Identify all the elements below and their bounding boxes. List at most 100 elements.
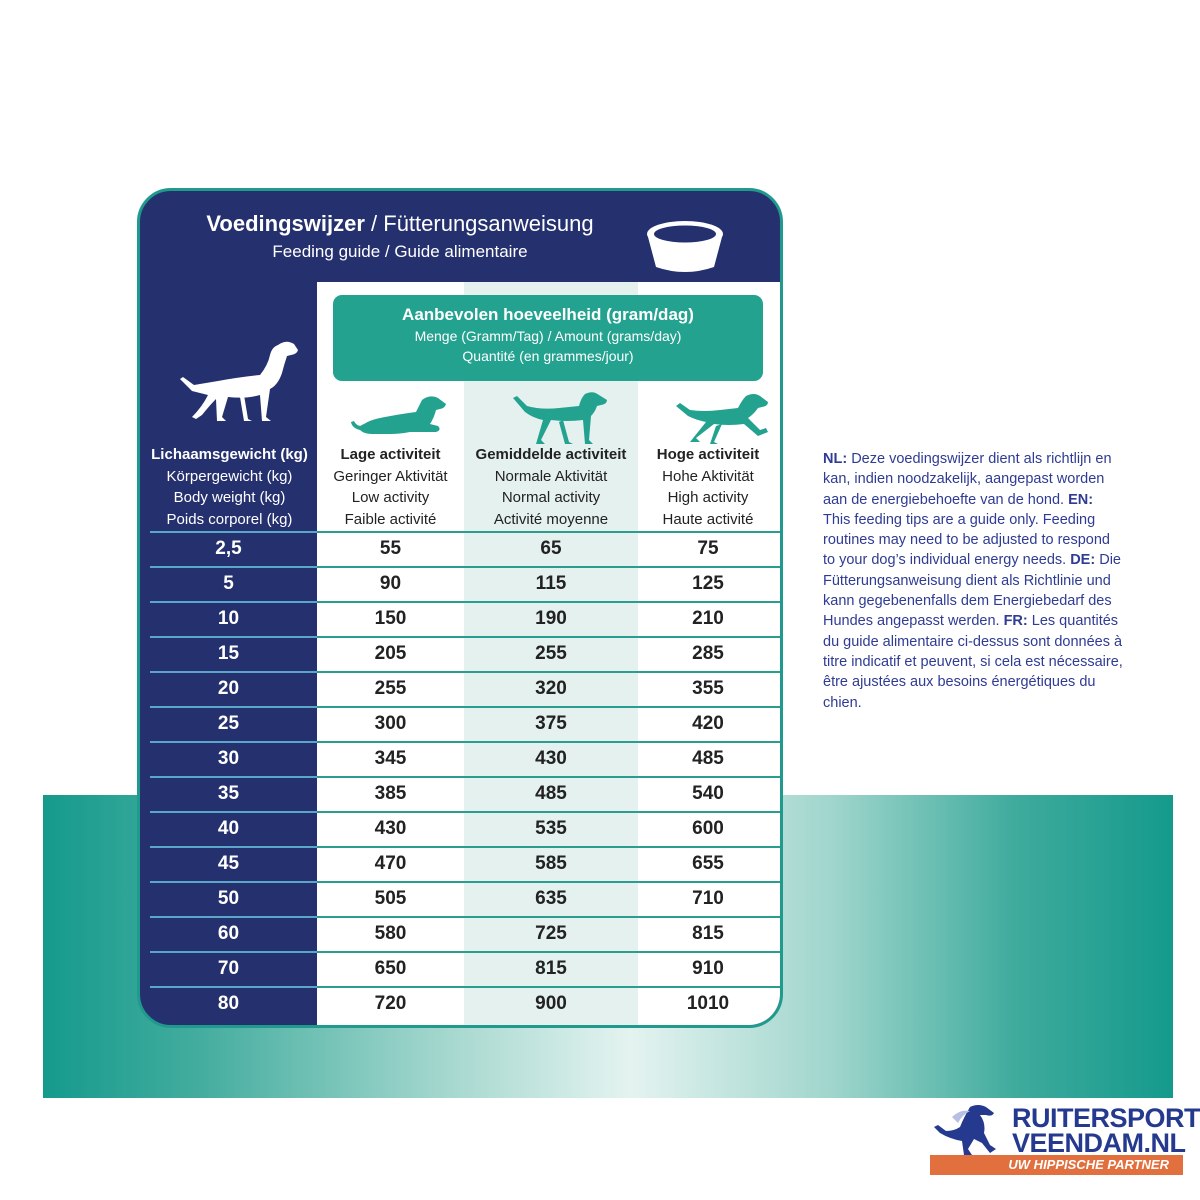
- weight-cell: 35: [217, 783, 240, 804]
- high-activity-cell: 485: [692, 748, 724, 769]
- table-row: 50 505 635 710: [140, 881, 780, 916]
- table-row: 80 720 900 1010: [140, 986, 780, 1021]
- table-row: 70 650 815 910: [140, 951, 780, 986]
- normal-activity-cell: 375: [535, 713, 567, 734]
- normal-activity-cell: 635: [535, 888, 567, 909]
- normal-activity-cell: 535: [535, 818, 567, 839]
- weight-cell: 30: [217, 748, 240, 769]
- high-activity-cell: 910: [692, 958, 724, 979]
- table-row: 60 580 725 815: [140, 916, 780, 951]
- high-activity-cell: 815: [692, 923, 724, 944]
- weight-cell: 80: [217, 993, 240, 1014]
- high-activity-de: Hohe Aktivität: [662, 467, 754, 485]
- table-row: 15 205 255 285: [140, 636, 780, 671]
- high-activity-fr: Haute activité: [662, 510, 754, 528]
- horse-icon: [934, 1105, 996, 1155]
- feeding-table-rows: 2,5 55 65 75 5 90 115 125 10 150 190 210…: [140, 531, 780, 1021]
- low-activity-cell: 90: [379, 573, 402, 594]
- high-activity-cell: 75: [697, 538, 719, 559]
- table-row: 45 470 585 655: [140, 846, 780, 881]
- weight-cell: 15: [217, 643, 240, 664]
- high-activity-header: Hoge activiteit Hohe Aktivität High acti…: [638, 444, 778, 530]
- high-activity-nl: Hoge activiteit: [656, 446, 760, 463]
- note-en-text: This feeding tips are a guide only. Feed…: [823, 511, 1110, 569]
- high-activity-cell: 540: [692, 783, 724, 804]
- bowl-icon: [647, 221, 723, 272]
- table-row: 25 300 375 420: [140, 706, 780, 741]
- weight-header-nl: Lichaamsgewicht (kg): [151, 446, 308, 463]
- high-activity-cell: 655: [692, 853, 724, 874]
- table-row: 40 430 535 600: [140, 811, 780, 846]
- high-activity-cell: 210: [692, 608, 724, 629]
- feeding-guide-card: Voedingswijzer / Fütterungsanweisung Fee…: [137, 188, 783, 1028]
- table-row: 30 345 430 485: [140, 741, 780, 776]
- weight-cell: 70: [217, 958, 240, 979]
- low-activity-cell: 55: [379, 538, 402, 559]
- table-row: 20 255 320 355: [140, 671, 780, 706]
- note-nl-text: Deze voedingswijzer dient als richtlijn …: [823, 451, 1112, 508]
- weight-cell: 10: [217, 608, 240, 629]
- low-activity-cell: 580: [374, 923, 407, 944]
- title-german: Fütterungsanweisung: [383, 211, 594, 236]
- weight-cell: 25: [217, 713, 240, 734]
- high-activity-cell: 355: [692, 678, 724, 699]
- normal-activity-cell: 485: [535, 783, 567, 804]
- weight-cell: 50: [217, 888, 240, 909]
- high-activity-cell: 125: [692, 573, 724, 594]
- low-activity-cell: 505: [374, 888, 407, 909]
- weight-cell: 5: [223, 573, 234, 594]
- low-activity-cell: 650: [374, 958, 407, 979]
- weight-header-de: Körpergewicht (kg): [166, 467, 293, 485]
- normal-activity-cell: 190: [535, 608, 567, 629]
- note-de-label: DE:: [1070, 552, 1096, 569]
- logo-line-1: RUITERSPORT: [1012, 1103, 1200, 1133]
- amount-title: Aanbevolen hoeveelheid (gram/dag): [402, 305, 694, 324]
- subtitle: Feeding guide / Guide alimentaire: [272, 242, 528, 261]
- walking-dog-icon: [513, 392, 607, 444]
- body-weight-header: Lichaamsgewicht (kg) Körpergewicht (kg) …: [142, 444, 317, 530]
- table-row: 5 90 115 125: [140, 566, 780, 601]
- normal-activity-cell: 585: [535, 853, 567, 874]
- low-activity-cell: 150: [374, 608, 407, 629]
- low-activity-cell: 470: [374, 853, 407, 874]
- note-fr-label: FR:: [1003, 613, 1028, 630]
- low-activity-header: Lage activiteit Geringer Aktivität Low a…: [317, 444, 464, 530]
- note-de-text: Die Fütterungsanweisung dient als Richtl…: [823, 552, 1121, 630]
- table-row: 10 150 190 210: [140, 601, 780, 636]
- normal-activity-en: Normal activity: [501, 489, 601, 506]
- low-activity-cell: 430: [374, 818, 407, 839]
- low-activity-cell: 300: [374, 713, 407, 734]
- normal-activity-cell: 115: [535, 573, 567, 594]
- running-dog-icon: [676, 394, 768, 444]
- title-separator: /: [364, 211, 384, 236]
- logo-tagline: UW HIPPISCHE PARTNER: [930, 1155, 1183, 1175]
- weight-header-en: Body weight (kg): [173, 489, 286, 506]
- high-activity-cell: 710: [692, 888, 724, 909]
- low-activity-cell: 345: [374, 748, 407, 769]
- normal-activity-fr: Activité moyenne: [493, 510, 609, 528]
- table-row: 2,5 55 65 75: [140, 531, 780, 566]
- normal-activity-nl: Gemiddelde activiteit: [475, 446, 627, 463]
- low-activity-cell: 205: [374, 643, 407, 664]
- weight-cell: 40: [217, 818, 240, 839]
- normal-activity-cell: 725: [535, 923, 567, 944]
- table-row: 35 385 485 540: [140, 776, 780, 811]
- normal-activity-de: Normale Aktivität: [494, 467, 608, 485]
- lying-dog-icon: [351, 396, 446, 434]
- note-nl-label: NL:: [823, 451, 848, 467]
- amount-line-2: Menge (Gramm/Tag) / Amount (grams/day): [414, 328, 682, 344]
- note-en-label: EN:: [1068, 491, 1094, 508]
- high-activity-cell: 285: [692, 643, 724, 664]
- weight-cell: 60: [217, 923, 240, 944]
- ruitersport-logo: UW HIPPISCHE PARTNER RUITERSPORT VEENDAM…: [930, 1103, 1200, 1177]
- normal-activity-cell: 255: [535, 643, 567, 664]
- high-activity-cell: 420: [692, 713, 724, 734]
- low-activity-nl: Lage activiteit: [340, 446, 441, 463]
- standing-dog-icon: [180, 341, 298, 421]
- feeding-note: NL: Deze voedingswijzer dient als richtl…: [823, 449, 1123, 713]
- weight-cell: 45: [217, 853, 240, 874]
- note-fr-text: Les quantités du guide alimentaire ci-de…: [823, 613, 1123, 711]
- low-activity-cell: 720: [374, 993, 407, 1014]
- normal-activity-cell: 320: [535, 678, 567, 699]
- normal-activity-cell: 815: [535, 958, 567, 979]
